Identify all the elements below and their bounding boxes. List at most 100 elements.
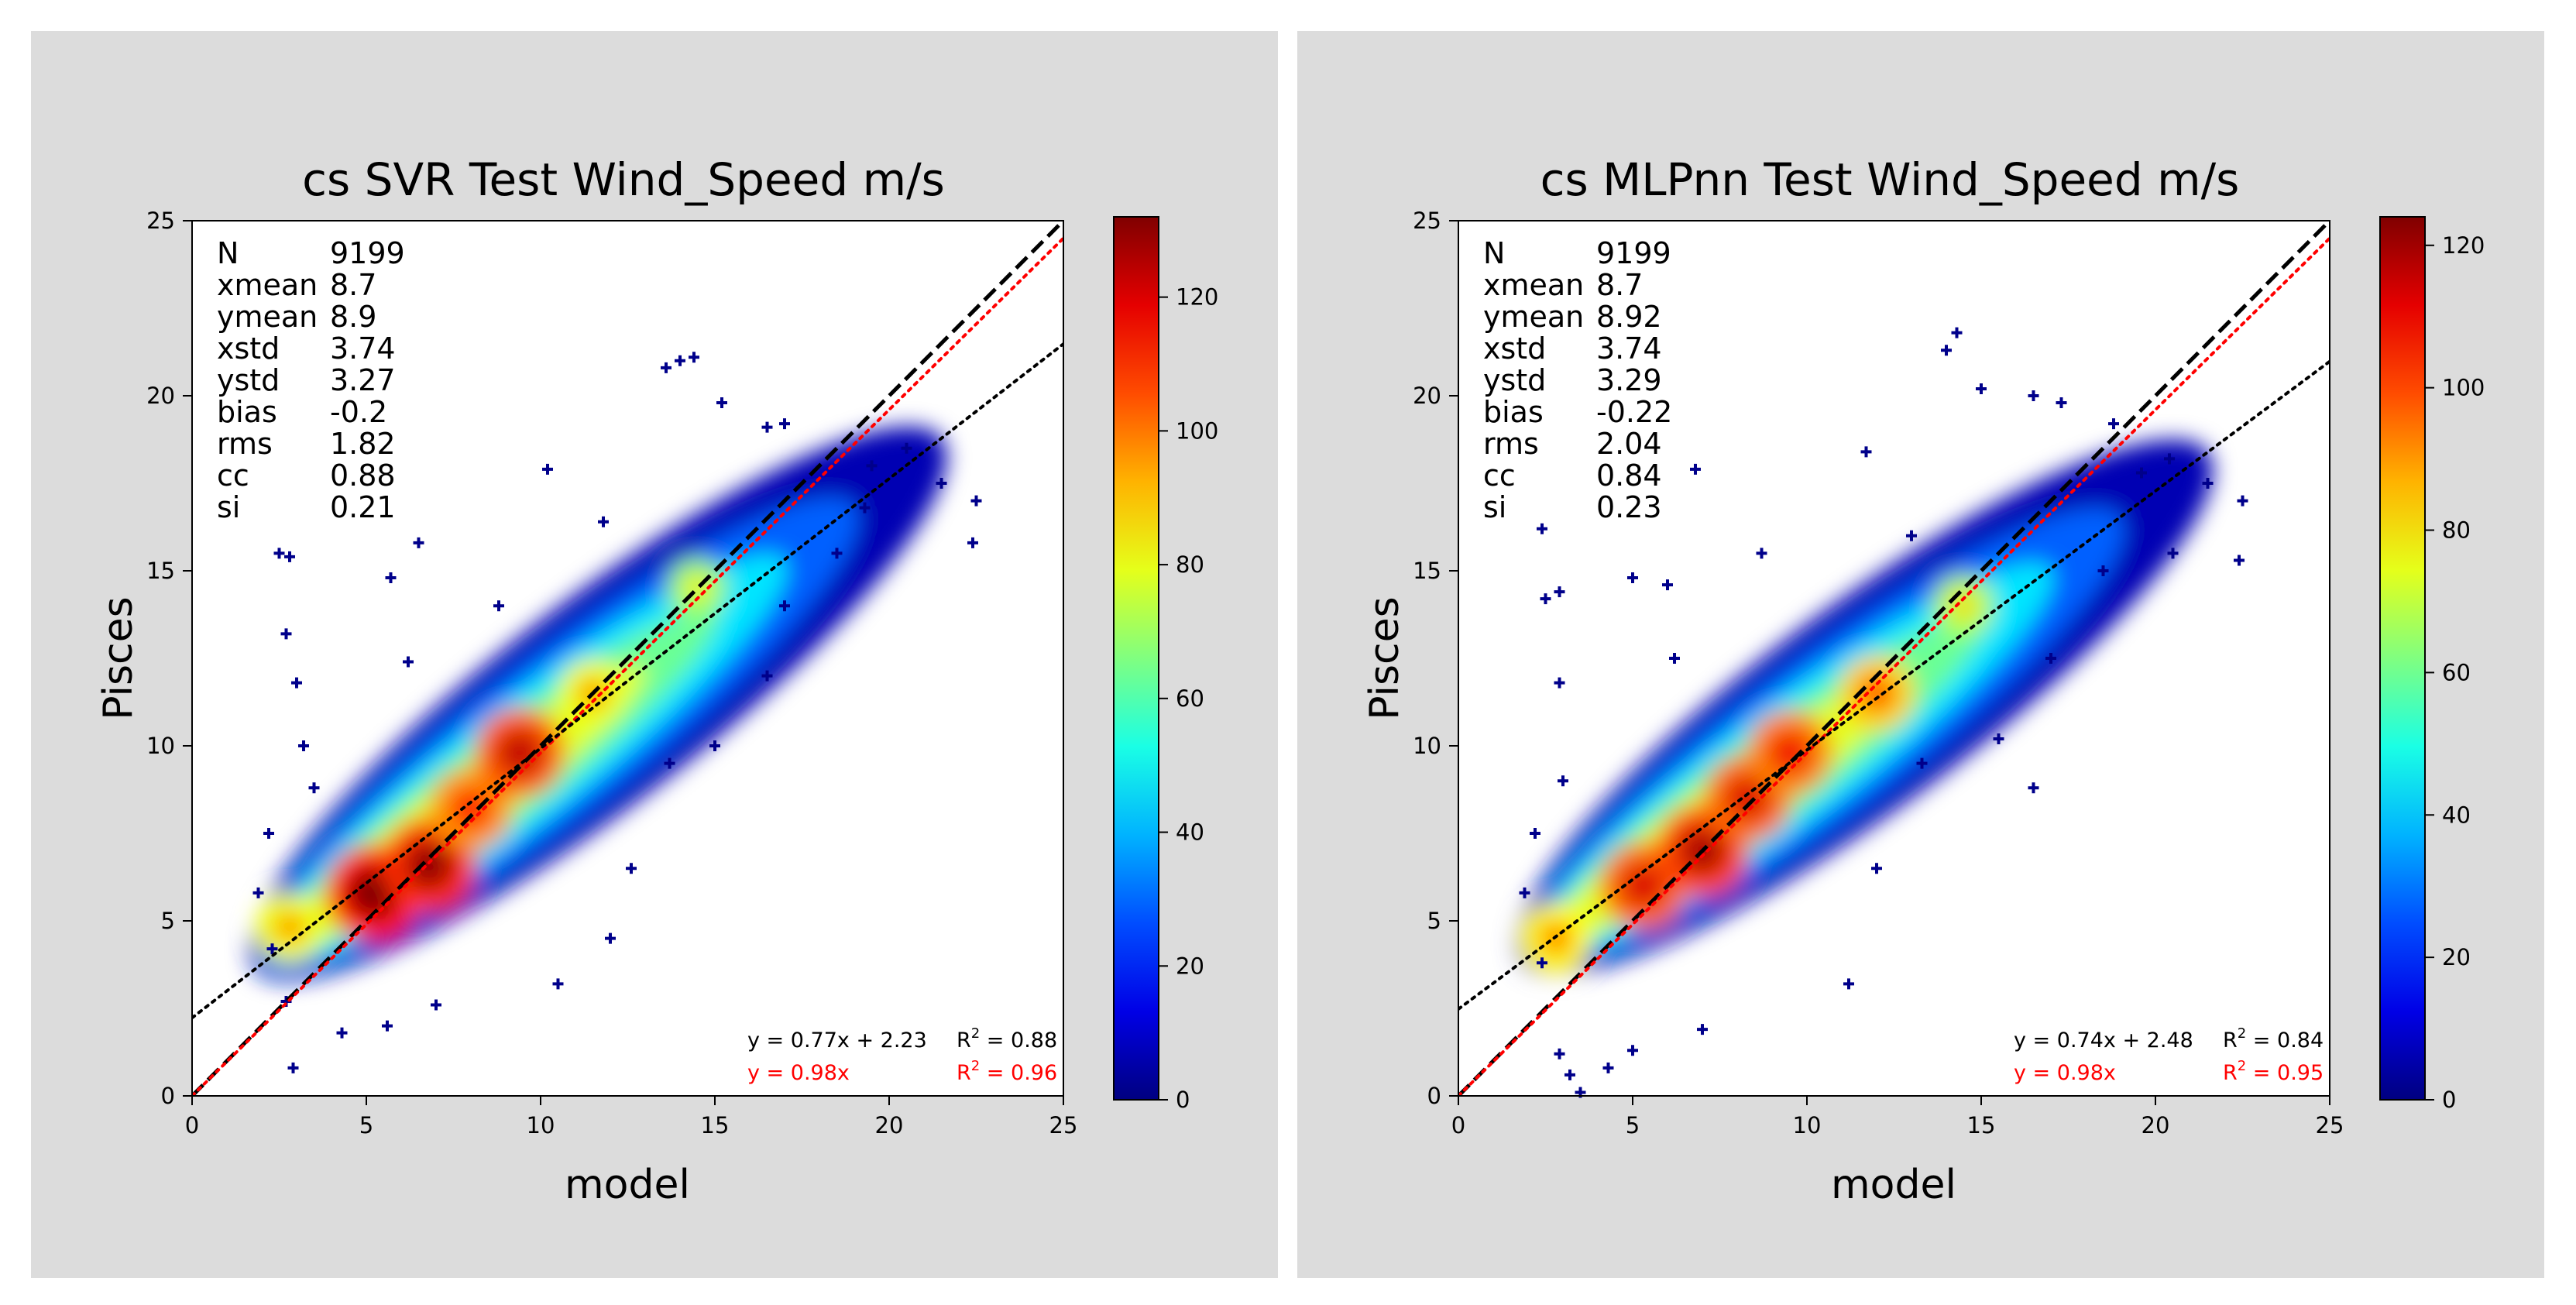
colorbar-tick-label: 60 xyxy=(2442,659,2471,685)
y-tick-label: 10 xyxy=(1413,733,1441,759)
outlier-marker xyxy=(1564,1069,1575,1080)
stat-label: xmean xyxy=(217,268,318,302)
origin-r2: R2 = 0.96 xyxy=(957,1058,1057,1085)
outlier-marker xyxy=(779,600,790,612)
outlier-marker xyxy=(1519,887,1530,898)
outlier-marker xyxy=(1871,863,1882,874)
stat-value: 0.84 xyxy=(1596,458,1662,493)
y-tick-label: 25 xyxy=(1413,208,1441,234)
r2-value: 0.95 xyxy=(2277,1061,2324,1085)
colorbar-tick-label: 100 xyxy=(1176,417,1218,444)
y-axis-label: Pisces xyxy=(95,596,142,719)
outlier-marker xyxy=(1690,463,1701,475)
outlier-marker xyxy=(716,397,727,409)
outlier-marker xyxy=(664,757,675,769)
stat-value: 3.74 xyxy=(1596,331,1662,366)
r2-equals: = xyxy=(2246,1029,2277,1053)
stat-label: ystd xyxy=(1483,363,1546,397)
density-core-peak xyxy=(451,788,491,829)
plot-frame xyxy=(191,220,1064,1097)
outlier-marker xyxy=(1554,677,1565,689)
outlier-marker xyxy=(831,548,843,559)
x-tick-label: 15 xyxy=(1967,1112,1996,1138)
outlier-marker xyxy=(1941,345,1952,356)
stat-label: si xyxy=(217,490,240,524)
outlier-marker xyxy=(1554,1048,1565,1059)
outlier-marker xyxy=(1697,1024,1708,1035)
outlier-marker xyxy=(1554,586,1565,598)
origin-equation: y = 0.98x xyxy=(747,1061,850,1085)
stat-label: cc xyxy=(217,458,249,493)
x-tick-label: 0 xyxy=(1451,1112,1465,1138)
outlier-marker xyxy=(970,495,982,507)
outlier-marker xyxy=(1951,327,1963,338)
fit-equation: y = 0.74x + 2.48 xyxy=(2014,1029,2193,1053)
outlier-marker xyxy=(866,460,878,472)
r2-superscript: 2 xyxy=(971,1025,980,1042)
fit-r2: R2 = 0.84 xyxy=(2223,1025,2324,1053)
outlier-marker xyxy=(308,782,320,794)
density-core-peak xyxy=(1621,864,1665,908)
outlier-marker xyxy=(431,999,441,1011)
outlier-marker xyxy=(1627,1045,1638,1056)
density-core-peak xyxy=(497,730,542,775)
density-core-peak xyxy=(1726,777,1770,820)
stat-label: xmean xyxy=(1483,268,1584,302)
outlier-marker xyxy=(2164,453,2175,465)
stat-value: 9199 xyxy=(1596,236,1671,270)
stat-value: -0.22 xyxy=(1596,395,1672,429)
outlier-marker xyxy=(2045,653,2056,664)
outlier-marker xyxy=(385,572,397,584)
outlier-markers xyxy=(252,352,982,1073)
y-tick-label: 10 xyxy=(146,733,175,759)
outlier-marker xyxy=(1602,1062,1614,1073)
outlier-marker xyxy=(605,932,616,944)
x-tick-label: 10 xyxy=(527,1112,555,1138)
outlier-marker xyxy=(967,537,978,548)
outlier-marker xyxy=(284,551,295,562)
outlier-marker xyxy=(1976,383,1987,394)
stat-value: 0.23 xyxy=(1596,490,1662,524)
outlier-marker xyxy=(273,548,285,559)
outlier-marker xyxy=(2056,397,2067,409)
x-axis-ticks: 0 5 10 15 20 25 xyxy=(185,1096,1077,1138)
stat-label: N xyxy=(1483,236,1505,270)
outlier-marker xyxy=(298,740,309,751)
outlier-marker xyxy=(287,1062,299,1073)
outlier-marker xyxy=(2028,390,2039,401)
fit-line-1-1 xyxy=(192,221,1063,1096)
chart-svr: cs SVR Test Wind_Speed m/s 0 5 10 15 20 25 05… xyxy=(95,153,1218,1208)
x-axis-ticks: 0 5 10 15 20 25 xyxy=(1451,1096,2344,1138)
colorbar-tick-label: 40 xyxy=(1176,819,1204,846)
regression-annotations: y = 0.74x + 2.48 R2 = 0.84y = 0.98x R2 = 0… xyxy=(2014,1025,2324,1085)
density-core-peak xyxy=(1952,593,1976,618)
stat-label: xstd xyxy=(217,331,280,366)
outlier-marker xyxy=(2202,478,2214,489)
y-tick-label: 0 xyxy=(161,1083,175,1109)
outlier-marker xyxy=(1993,733,2004,744)
stats-block: N 9199 xmean 8.7 ymean 8.9 xstd 3.74 ystd 3.27 bia… xyxy=(217,236,405,524)
colorbar-tick-label: 80 xyxy=(2442,517,2471,544)
outlier-marker xyxy=(859,502,871,513)
x-tick-label: 0 xyxy=(185,1112,199,1138)
stat-value: 8.7 xyxy=(330,268,376,302)
outlier-marker xyxy=(936,478,947,489)
r2-symbol: R xyxy=(957,1061,971,1085)
r2-superscript: 2 xyxy=(971,1058,980,1074)
outlier-marker xyxy=(675,355,685,366)
stat-value: 8.92 xyxy=(1596,300,1662,334)
outlier-marker xyxy=(1843,978,1854,990)
origin-r2: R2 = 0.95 xyxy=(2223,1058,2324,1085)
outlier-marker xyxy=(1540,593,1551,605)
outlier-marker xyxy=(263,828,274,839)
colorbar-tick-label: 40 xyxy=(2442,802,2471,828)
stat-label: cc xyxy=(1483,458,1516,493)
outlier-marker xyxy=(1860,446,1872,458)
outlier-marker xyxy=(1662,579,1673,591)
r2-symbol: R xyxy=(2223,1061,2238,1085)
colorbar-gradient xyxy=(2380,217,2425,1100)
colorbar-tick-label: 0 xyxy=(2442,1087,2456,1113)
fit-lines xyxy=(192,221,1063,1096)
y-tick-label: 20 xyxy=(146,383,175,409)
